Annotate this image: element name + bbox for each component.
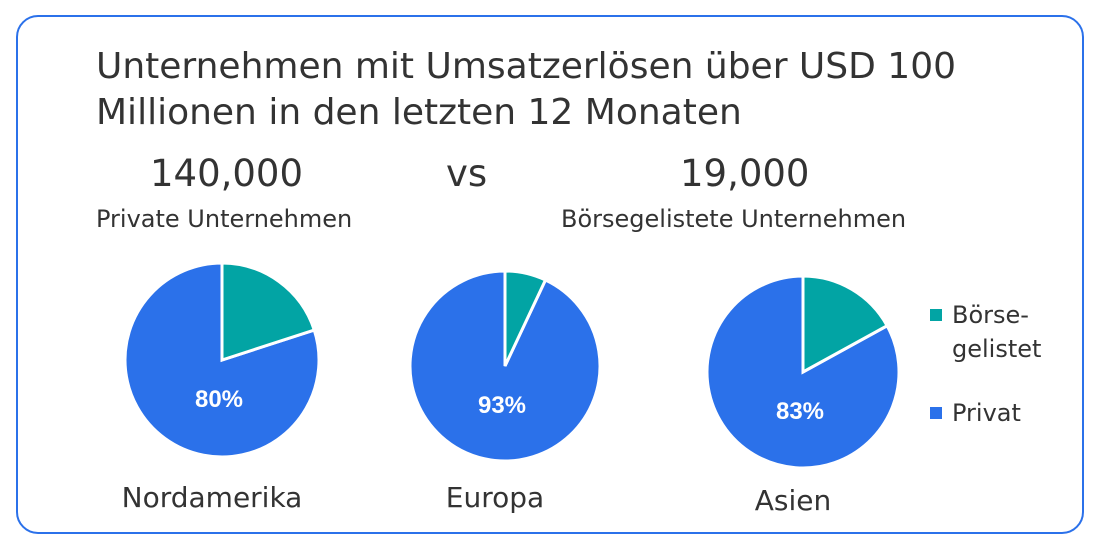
pie-region-label: Nordamerika [122,481,303,514]
pie-region-label: Europa [446,481,544,514]
pie-slice-listed [503,269,548,367]
card-frame [16,15,1084,534]
legend-label-listed-2: gelistet [952,335,1042,363]
private-count: 140,000 [150,152,304,195]
legend-label-listed-1: Börse- [952,301,1029,329]
legend-item-private: Privat [930,396,1021,430]
legend-item-listed: Börse- gelistet [930,298,1041,366]
private-label: Private Unternehmen [96,205,353,233]
pie-data-label: 93% [478,392,526,419]
legend-swatch-listed [930,309,942,321]
public-count: 19,000 [680,152,810,195]
legend-swatch-private [930,407,942,419]
pie-data-label: 80% [195,386,243,413]
vs-label: vs [446,152,488,195]
chart-title: Unternehmen mit Umsatzerlösen über USD 1… [96,46,957,133]
pie-slice-private [705,274,901,470]
public-label: Börsegelistete Unternehmen [561,205,907,233]
legend-label-private: Privat [952,399,1021,427]
pie-slice-listed [220,261,317,363]
pie-data-label: 83% [776,398,824,425]
pie-region-label: Asien [755,484,832,517]
pie-slice-listed [801,274,890,375]
